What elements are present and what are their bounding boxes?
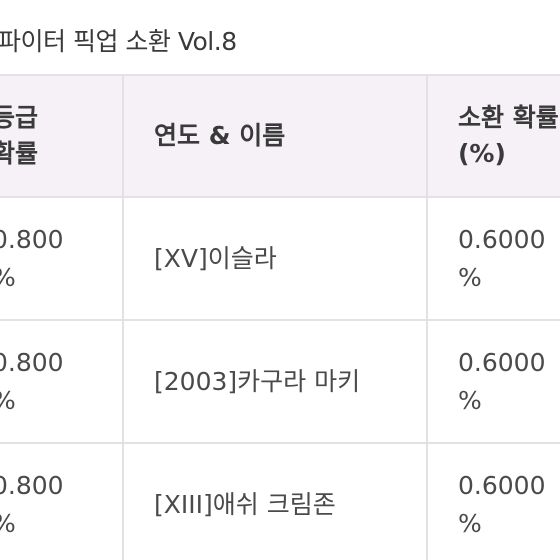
- header-year-name: 연도 & 이름: [122, 74, 428, 198]
- header-grade-line2: 확률: [0, 139, 39, 168]
- table-row: 0.800 % [XV]이슬라 0.6000 %: [0, 196, 560, 321]
- summon-value: 0.6000: [458, 347, 546, 377]
- grade-value: 0.800: [0, 347, 64, 377]
- summon-probability-cell: 0.6000 %: [426, 442, 560, 560]
- summon-value: 0.6000: [458, 224, 546, 254]
- page-title: 파이터 픽업 소환 Vol.8: [0, 27, 237, 56]
- grade-probability-cell: 0.800 %: [0, 319, 124, 444]
- header-summon-line2: (%): [458, 139, 506, 168]
- header-summon-line1: 소환 확률: [458, 103, 559, 132]
- grade-unit: %: [0, 259, 121, 297]
- summon-probability-cell: 0.6000 %: [426, 319, 560, 444]
- table-row: 0.800 % [2003]카구라 마키 0.6000 %: [0, 319, 560, 444]
- header-grade-probability: 등급 확률: [0, 74, 124, 198]
- grade-probability-cell: 0.800 %: [0, 196, 124, 321]
- probability-table-container: 등급 확률 연도 & 이름 소환 확률 (%) 0.800 % [XV]이슬라: [0, 74, 560, 560]
- probability-table: 등급 확률 연도 & 이름 소환 확률 (%) 0.800 % [XV]이슬라: [0, 74, 560, 560]
- fighter-name-cell: [2003]카구라 마키: [122, 319, 428, 444]
- grade-unit: %: [0, 505, 121, 543]
- table-row: 0.800 % [XIII]애쉬 크림존 0.6000 %: [0, 442, 560, 560]
- grade-value: 0.800: [0, 224, 64, 254]
- summon-value: 0.6000: [458, 470, 546, 500]
- fighter-name-cell: [XIII]애쉬 크림존: [122, 442, 428, 560]
- summon-probability-cell: 0.6000 %: [426, 196, 560, 321]
- grade-value: 0.800: [0, 470, 64, 500]
- grade-unit: %: [0, 382, 121, 420]
- header-summon-probability: 소환 확률 (%): [426, 74, 560, 198]
- summon-unit: %: [458, 508, 482, 538]
- grade-probability-cell: 0.800 %: [0, 442, 124, 560]
- header-grade-line1: 등급: [0, 103, 39, 132]
- summon-unit: %: [458, 385, 482, 415]
- summon-unit: %: [458, 262, 482, 292]
- fighter-name-cell: [XV]이슬라: [122, 196, 428, 321]
- table-header-row: 등급 확률 연도 & 이름 소환 확률 (%): [0, 74, 560, 198]
- header-year-name-label: 연도 & 이름: [154, 121, 286, 150]
